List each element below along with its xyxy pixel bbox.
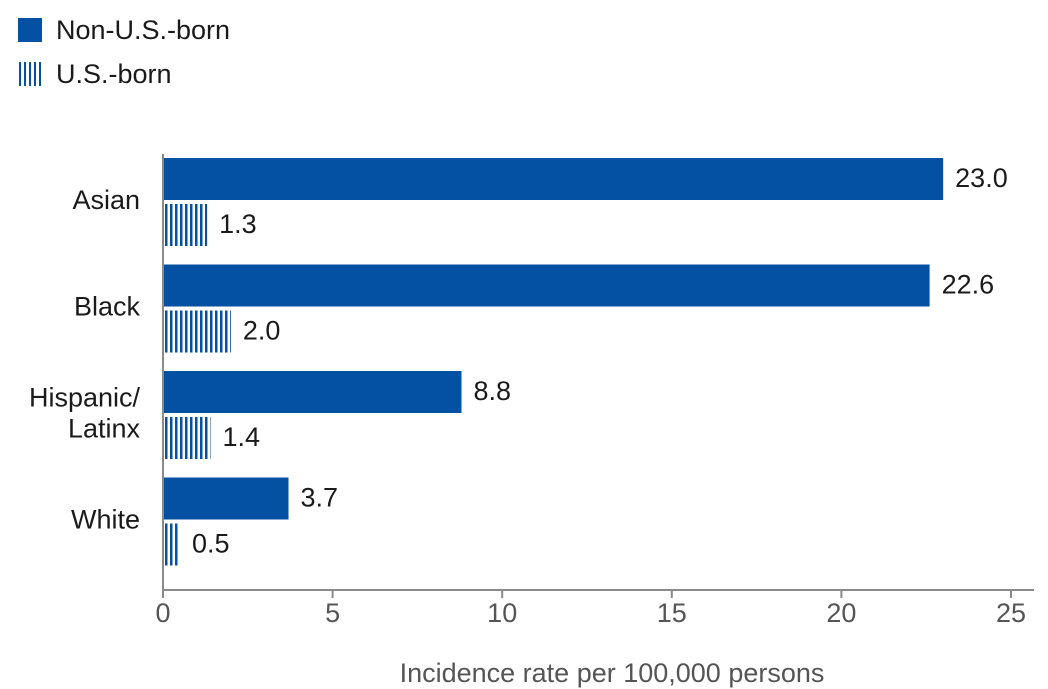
category-label: Hispanic/ — [29, 383, 141, 413]
legend-label-non-us-born: Non-U.S.-born — [56, 14, 231, 45]
striped-square-icon — [19, 62, 41, 86]
data-label: 3.7 — [301, 483, 339, 513]
bar-us-born — [164, 204, 208, 246]
bar-non-us-born — [164, 477, 289, 520]
x-tick-label: 10 — [487, 598, 517, 628]
category-label: Asian — [72, 185, 140, 215]
legend-label-us-born: U.S.-born — [56, 58, 172, 89]
bar-non-us-born — [164, 371, 462, 413]
solid-square-icon — [18, 18, 42, 42]
data-label: 0.5 — [192, 529, 230, 559]
bar-non-us-born — [164, 264, 930, 307]
x-tick-label: 15 — [657, 598, 687, 628]
x-tick-label: 0 — [155, 598, 170, 628]
x-tick-label: 5 — [325, 598, 340, 628]
data-label: 8.8 — [473, 376, 511, 406]
bar-us-born — [164, 417, 211, 459]
bar-us-born — [164, 310, 231, 353]
data-label: 2.0 — [243, 316, 281, 346]
category-label: White — [71, 505, 140, 535]
x-tick-label: 20 — [826, 598, 856, 628]
bar-us-born — [164, 523, 180, 566]
data-label: 23.0 — [955, 163, 1008, 193]
category-label: Black — [74, 292, 141, 322]
data-label: 22.6 — [942, 270, 995, 300]
bar-non-us-born — [164, 158, 944, 200]
x-tick-label: 25 — [996, 598, 1026, 628]
x-axis-title: Incidence rate per 100,000 persons — [400, 658, 825, 688]
data-label: 1.4 — [222, 422, 260, 452]
category-label: Latinx — [68, 414, 141, 444]
legend-item-us-born: U.S.-born — [18, 52, 230, 96]
legend-item-non-us-born: Non-U.S.-born — [18, 8, 230, 52]
chart-legend: Non-U.S.-born U.S.-born — [18, 8, 230, 96]
data-label: 1.3 — [219, 209, 257, 239]
